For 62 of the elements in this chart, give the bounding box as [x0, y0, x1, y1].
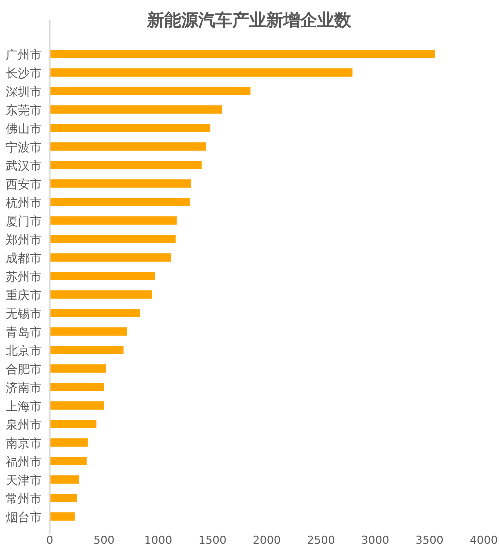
x-tick-label: 3500 [416, 534, 444, 547]
x-tick-label: 1500 [198, 534, 227, 547]
y-tick-label: 武汉市 [6, 158, 42, 173]
bar [50, 68, 353, 77]
bar [50, 494, 78, 502]
bar [50, 476, 80, 484]
y-tick-label: 深圳市 [6, 84, 42, 99]
y-tick-label: 佛山市 [6, 122, 42, 136]
x-tick-label: 0 [46, 534, 54, 547]
x-tick-label: 500 [94, 534, 115, 547]
y-tick-label: 宁波市 [6, 140, 42, 154]
y-tick-label: 广州市 [6, 48, 42, 62]
bar [50, 106, 223, 114]
bar [50, 309, 140, 318]
bar [50, 457, 87, 466]
x-tick-label: 1000 [144, 534, 172, 547]
bar [50, 364, 106, 373]
x-tick-label: 4000 [470, 534, 498, 547]
bar [50, 328, 128, 336]
y-tick-label: 苏州市 [6, 270, 42, 284]
y-tick-label: 无锡市 [6, 306, 42, 321]
y-tick-label: 杭州市 [5, 196, 42, 210]
bar [50, 420, 97, 428]
bar [50, 346, 124, 354]
bar [50, 383, 104, 392]
bar [50, 142, 206, 151]
x-tick-label: 2500 [307, 534, 336, 547]
bar [50, 235, 176, 244]
bar [50, 438, 88, 447]
chart-title: 新能源汽车产业新增企业数 [146, 11, 352, 31]
x-tick-label: 2000 [253, 534, 281, 547]
bar [50, 290, 152, 299]
y-tick-label: 成都市 [6, 251, 42, 266]
bar [50, 50, 436, 58]
y-tick-label: 南京市 [6, 436, 42, 450]
y-tick-label: 天津市 [6, 473, 42, 488]
bar [50, 216, 177, 225]
bar [50, 512, 75, 521]
y-tick-label: 青岛市 [6, 325, 42, 340]
bar [50, 272, 156, 280]
bar [50, 87, 251, 96]
bar [50, 254, 172, 262]
y-tick-label: 西安市 [6, 177, 42, 192]
bar [50, 402, 104, 410]
y-tick-label: 合肥市 [6, 362, 42, 376]
y-tick-label: 常州市 [6, 492, 42, 506]
y-tick-label: 郑州市 [6, 232, 42, 247]
x-tick-label: 3000 [362, 534, 390, 547]
y-tick-label: 上海市 [6, 399, 42, 414]
y-tick-label: 泉州市 [6, 418, 42, 432]
y-tick-label: 长沙市 [6, 66, 42, 80]
y-tick-label: 济南市 [6, 380, 42, 395]
bar [50, 124, 211, 132]
y-tick-label: 北京市 [6, 344, 42, 358]
y-tick-label: 重庆市 [6, 288, 42, 302]
y-tick-label: 烟台市 [6, 510, 42, 524]
y-tick-label: 厦门市 [6, 214, 42, 228]
bar [50, 161, 202, 170]
y-tick-label: 东莞市 [6, 103, 42, 118]
y-tick-label: 福州市 [6, 454, 42, 469]
bar [50, 198, 190, 206]
bar [50, 180, 192, 188]
